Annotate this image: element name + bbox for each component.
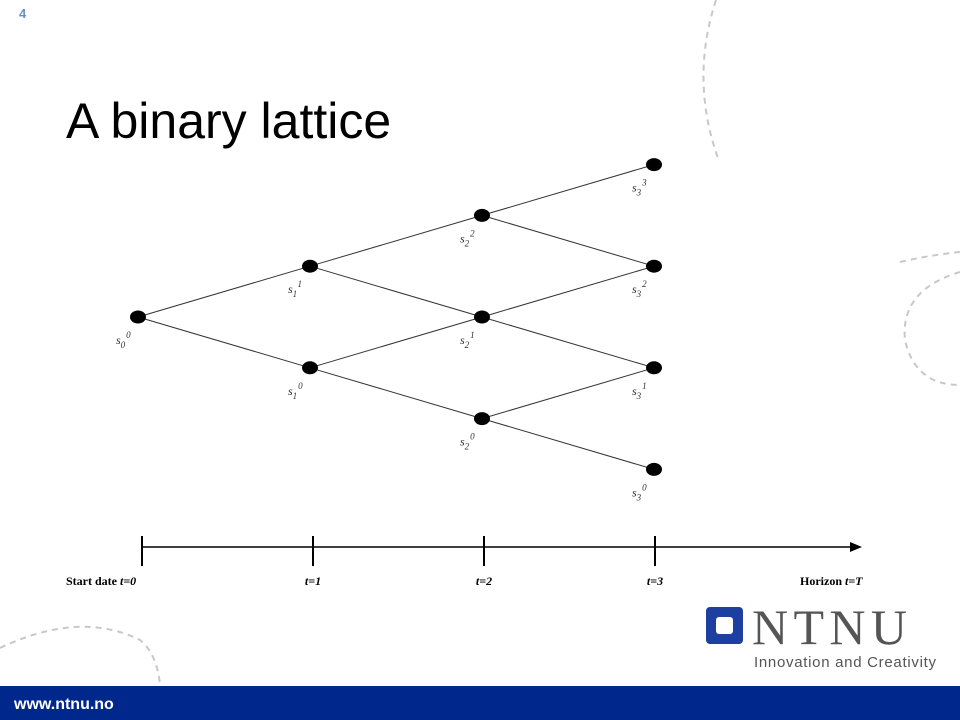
label-base: s [632, 181, 637, 195]
label-sup: 0 [642, 482, 647, 492]
time-label: t=1 [305, 574, 321, 588]
edge [481, 367, 655, 420]
slide-title: A binary lattice [66, 93, 391, 149]
time-label-text: Start date [66, 574, 118, 588]
label-sub: 0 [121, 340, 126, 350]
label-sub: 3 [636, 391, 642, 401]
label-sup: 2 [642, 279, 647, 289]
label-sub: 2 [465, 340, 470, 350]
label-base: s [460, 333, 465, 347]
node-label: s31 [632, 381, 647, 401]
node-label: s22 [460, 228, 475, 248]
node-label: s33 [632, 178, 647, 198]
label-sup: 1 [642, 381, 647, 391]
label-sup: 2 [470, 228, 475, 238]
label-sub: 3 [636, 188, 642, 198]
deco-arc [702, 0, 719, 159]
label-sup: 0 [298, 381, 303, 391]
node [646, 361, 662, 375]
node-label: s00 [116, 330, 131, 350]
footer-url: www.ntnu.no [13, 696, 114, 713]
logo-name: NTNU [752, 599, 907, 655]
node-label: s30 [632, 482, 647, 502]
label-sub: 2 [465, 442, 470, 452]
edge [137, 316, 311, 369]
time-label: Horizon t=T [800, 574, 863, 588]
label-sub: 3 [636, 492, 642, 502]
logo: NTNU Innovation and Creativity [706, 599, 937, 671]
time-label-var: t=T [845, 574, 863, 588]
label-sub: 3 [636, 289, 642, 299]
label-sup: 3 [641, 178, 647, 188]
label-base: s [632, 384, 637, 398]
node [302, 259, 318, 273]
node [474, 310, 490, 324]
node-label: s10 [288, 381, 303, 401]
edge [309, 316, 483, 369]
time-label: t=3 [647, 574, 663, 588]
logo-mark-inner [716, 617, 733, 634]
node [646, 259, 662, 273]
node [302, 361, 318, 375]
node [646, 462, 662, 476]
label-base: s [288, 282, 293, 296]
edge [481, 214, 655, 267]
label-sup: 0 [470, 432, 475, 442]
axis-arrow [850, 542, 862, 552]
deco-arc [0, 625, 162, 720]
edge [481, 265, 655, 318]
label-base: s [632, 282, 637, 296]
node-label: s11 [288, 279, 302, 299]
time-label-text: Horizon [800, 574, 842, 588]
time-label-var: t=1 [305, 574, 321, 588]
label-sub: 2 [465, 238, 470, 248]
label-base: s [460, 435, 465, 449]
label-base: s [116, 333, 121, 347]
node-label: s21 [460, 330, 475, 350]
label-sup: 1 [298, 279, 303, 289]
time-label-var: t=2 [476, 574, 492, 588]
deco-arc [899, 251, 960, 263]
node [130, 310, 146, 324]
label-base: s [288, 384, 293, 398]
timeline: Start date t=0 t=1 t=2 t=3 Horizon t=T [66, 536, 863, 588]
node [646, 158, 662, 172]
label-sup: 1 [470, 330, 475, 340]
edge [137, 265, 311, 318]
edge [309, 367, 483, 420]
label-base: s [632, 485, 637, 499]
slide-number: 4 [19, 6, 27, 21]
edge [481, 418, 655, 470]
edge [309, 214, 483, 267]
label-base: s [460, 231, 465, 245]
time-label: t=2 [476, 574, 492, 588]
deco-arc [903, 271, 960, 386]
node [474, 208, 490, 222]
logo-tagline: Innovation and Creativity [754, 654, 937, 671]
time-label-var: t=3 [647, 574, 663, 588]
edge [481, 164, 655, 216]
footer-bar [0, 686, 960, 720]
time-label: Start date t=0 [66, 574, 136, 588]
label-sub: 1 [293, 289, 297, 299]
edge [309, 265, 483, 318]
edge [481, 316, 655, 369]
label-sup: 0 [126, 330, 131, 340]
node-label: s32 [632, 279, 647, 299]
time-label-var: t=0 [120, 574, 136, 588]
node-label: s20 [460, 432, 475, 452]
node [474, 412, 490, 426]
label-sub: 1 [293, 391, 298, 401]
